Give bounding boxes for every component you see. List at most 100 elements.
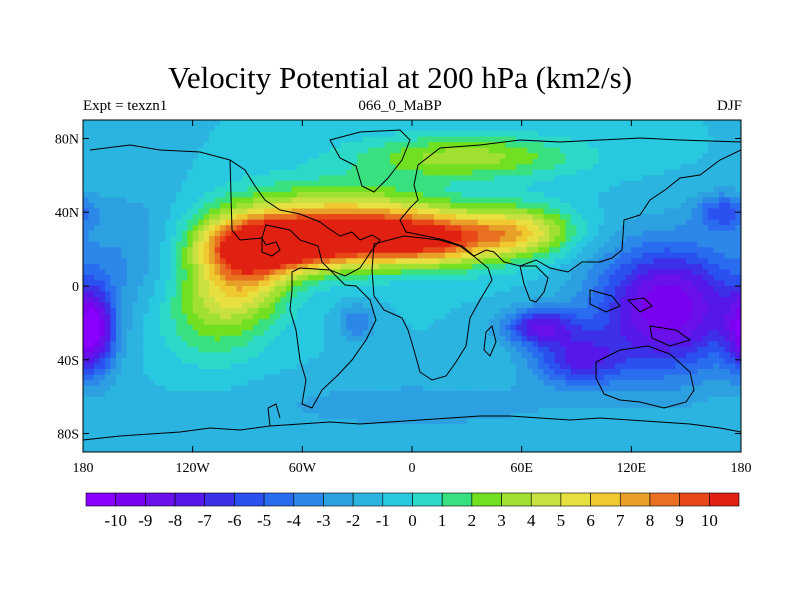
field-cell bbox=[269, 153, 276, 160]
field-cell bbox=[576, 252, 583, 259]
field-cell bbox=[209, 214, 216, 221]
field-cell bbox=[653, 186, 660, 193]
field-cell bbox=[494, 136, 501, 143]
field-cell bbox=[532, 258, 539, 265]
field-cell bbox=[384, 263, 391, 270]
field-cell bbox=[669, 120, 676, 127]
field-cell bbox=[636, 214, 643, 221]
field-cell bbox=[554, 175, 561, 182]
field-cell bbox=[686, 153, 693, 160]
field-cell bbox=[176, 341, 183, 348]
field-cell bbox=[198, 125, 205, 132]
field-cell bbox=[521, 330, 528, 337]
field-cell bbox=[236, 142, 243, 149]
field-cell bbox=[231, 219, 238, 226]
field-cell bbox=[236, 324, 243, 331]
field-cell bbox=[450, 330, 457, 337]
field-cell bbox=[115, 313, 122, 320]
field-cell bbox=[247, 286, 254, 293]
field-cell bbox=[346, 308, 353, 315]
field-cell bbox=[719, 330, 726, 337]
field-cell bbox=[702, 241, 709, 248]
field-cell bbox=[220, 302, 227, 309]
field-cell bbox=[121, 230, 128, 237]
field-cell bbox=[510, 164, 517, 171]
field-cell bbox=[466, 263, 473, 270]
field-cell bbox=[104, 258, 112, 265]
field-cell bbox=[636, 125, 643, 132]
field-cell bbox=[296, 131, 303, 138]
field-cell bbox=[159, 131, 166, 138]
field-cell bbox=[472, 236, 479, 243]
field-cell bbox=[538, 330, 545, 337]
field-cell bbox=[154, 208, 161, 215]
field-cell bbox=[351, 169, 358, 176]
field-cell bbox=[126, 335, 133, 342]
field-cell bbox=[324, 214, 331, 221]
field-cell bbox=[505, 225, 512, 232]
field-cell bbox=[340, 241, 347, 248]
field-cell bbox=[675, 147, 682, 154]
field-cell bbox=[697, 258, 704, 265]
field-cell bbox=[187, 147, 194, 154]
field-cell bbox=[104, 302, 112, 309]
field-cell bbox=[576, 120, 583, 127]
field-cell bbox=[307, 330, 314, 337]
field-cell bbox=[412, 203, 419, 210]
field-cell bbox=[285, 136, 292, 143]
field-cell bbox=[455, 341, 462, 348]
field-cell bbox=[192, 214, 199, 221]
field-cell bbox=[335, 120, 342, 127]
field-cell bbox=[351, 230, 358, 237]
field-cell bbox=[428, 297, 435, 304]
field-cell bbox=[170, 142, 177, 149]
field-cell bbox=[417, 286, 424, 293]
field-cell bbox=[362, 169, 369, 176]
field-cell bbox=[159, 191, 166, 199]
field-cell bbox=[165, 125, 172, 132]
field-cell bbox=[444, 291, 451, 298]
field-cell bbox=[318, 120, 325, 127]
field-cell bbox=[291, 236, 298, 243]
field-cell bbox=[225, 153, 232, 160]
field-cell bbox=[170, 258, 177, 265]
field-cell bbox=[532, 214, 539, 221]
field-cell bbox=[428, 120, 435, 127]
field-cell bbox=[401, 341, 408, 348]
field-cell bbox=[236, 346, 243, 353]
field-cell bbox=[165, 225, 172, 232]
field-cell bbox=[318, 214, 325, 221]
field-cell bbox=[708, 258, 715, 265]
field-cell bbox=[192, 136, 199, 143]
field-cell bbox=[505, 274, 512, 282]
field-cell bbox=[565, 258, 572, 265]
field-cell bbox=[373, 324, 380, 331]
field-cell bbox=[647, 131, 654, 138]
field-cell bbox=[494, 158, 501, 165]
field-cell bbox=[209, 346, 216, 353]
field-cell bbox=[455, 186, 462, 193]
field-cell bbox=[99, 274, 106, 282]
field-cell bbox=[466, 330, 473, 337]
field-cell bbox=[362, 131, 369, 138]
field-cell bbox=[137, 208, 144, 215]
field-cell bbox=[231, 335, 238, 342]
field-cell bbox=[247, 319, 254, 326]
field-cell bbox=[598, 197, 605, 204]
field-cell bbox=[571, 236, 578, 243]
field-cell bbox=[516, 286, 523, 293]
field-cell bbox=[609, 258, 616, 265]
field-cell bbox=[554, 136, 561, 143]
field-cell bbox=[625, 125, 632, 132]
field-cell bbox=[379, 280, 386, 287]
field-cell bbox=[499, 335, 506, 342]
field-cell bbox=[494, 180, 501, 187]
field-cell bbox=[203, 175, 210, 182]
field-cell bbox=[88, 153, 95, 160]
field-cell bbox=[148, 291, 155, 298]
field-cell bbox=[307, 341, 314, 348]
field-cell bbox=[697, 191, 704, 199]
field-cell bbox=[115, 191, 122, 199]
field-cell bbox=[247, 191, 254, 199]
field-cell bbox=[571, 175, 578, 182]
